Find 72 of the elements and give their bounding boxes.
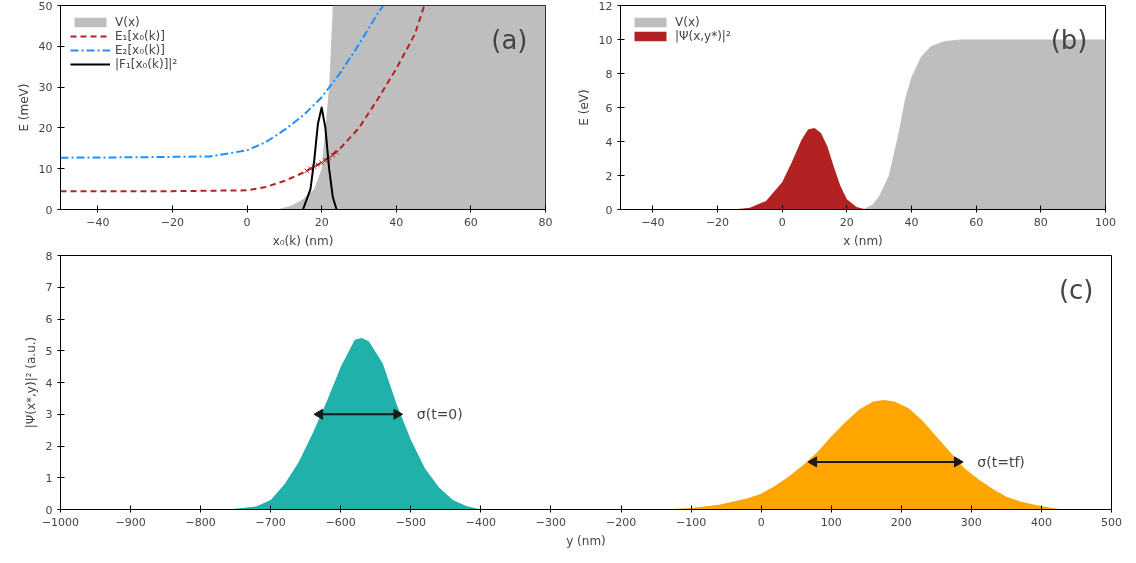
- annotation: σ(t=tf): [977, 453, 1025, 470]
- y-tick-label: 8: [45, 249, 53, 263]
- annotation: σ(t=0): [416, 406, 463, 423]
- x-tick-label: −300: [535, 515, 567, 529]
- y-tick-label: 0: [45, 203, 53, 217]
- y-tick-label: 10: [38, 162, 53, 176]
- y-tick-label: 2: [605, 169, 613, 183]
- y-tick-label: 30: [38, 81, 53, 95]
- x-tick-label: 100: [1095, 215, 1116, 229]
- legend-label: V(x): [115, 15, 140, 29]
- y-tick-label: 0: [45, 503, 53, 517]
- y-tick-label: 50: [38, 0, 53, 13]
- legend-label: E₂[x₀(k)]: [115, 43, 165, 57]
- y-tick-label: 6: [605, 101, 613, 115]
- x-tick-label: −20: [160, 215, 185, 229]
- legend-label: V(x): [675, 15, 700, 29]
- y-tick-label: 8: [605, 67, 613, 81]
- y-tick-label: 1: [45, 471, 53, 485]
- y-tick-label: 20: [38, 121, 53, 135]
- x-tick-label: 0: [778, 215, 786, 229]
- x-axis-title: y (nm): [566, 533, 606, 548]
- y-axis-title: E (eV): [576, 89, 591, 126]
- x-tick-label: 20: [314, 215, 329, 229]
- y-tick-label: 4: [605, 135, 613, 149]
- x-tick-label: −40: [641, 215, 665, 229]
- x-tick-label: 200: [890, 515, 912, 529]
- x-tick-label: −700: [255, 515, 286, 529]
- y-tick-label: 40: [38, 40, 53, 54]
- x-tick-label: 40: [389, 215, 404, 229]
- y-tick-label: 5: [45, 344, 53, 358]
- y-tick-label: 4: [45, 376, 53, 390]
- legend-label: E₁[x₀(k)]: [115, 29, 165, 43]
- legend-label: |F₁[x₀(k)]|²: [115, 57, 178, 71]
- annotation: (a): [491, 24, 528, 55]
- y-tick-label: 6: [45, 313, 53, 326]
- x-tick-label: 0: [757, 515, 765, 529]
- y-tick-label: 12: [598, 0, 613, 13]
- y-tick-label: 0: [605, 203, 613, 217]
- line-series: [60, 5, 385, 159]
- x-tick-label: 20: [839, 215, 854, 229]
- annotation: (b): [1050, 24, 1088, 55]
- x-tick-label: −500: [395, 515, 426, 529]
- x-tick-label: 40: [904, 215, 919, 229]
- x-tick-label: −20: [705, 215, 730, 229]
- x-tick-label: −40: [86, 215, 110, 229]
- x-tick-label: 400: [1030, 515, 1052, 529]
- annotation: (c): [1058, 274, 1094, 305]
- y-tick-label: 7: [45, 281, 53, 295]
- x-tick-label: 60: [463, 215, 478, 229]
- x-tick-label: 80: [538, 215, 553, 229]
- x-tick-label: 60: [969, 215, 984, 229]
- x-tick-label: 500: [1101, 515, 1122, 529]
- x-tick-label: 0: [243, 215, 251, 229]
- y-tick-label: 10: [598, 33, 613, 47]
- y-axis-title: E (meV): [16, 83, 31, 132]
- line-series: [60, 5, 426, 193]
- x-tick-label: 80: [1033, 215, 1048, 229]
- x-axis-title: x₀(k) (nm): [272, 233, 334, 248]
- x-tick-label: 100: [820, 515, 842, 529]
- x-axis-title: x (nm): [843, 233, 883, 248]
- x-tick-label: −1000: [41, 515, 80, 529]
- legend-label: |Ψ(x,y*)|²: [675, 29, 731, 43]
- x-tick-label: −100: [675, 515, 707, 529]
- x-tick-label: 300: [960, 515, 982, 529]
- y-tick-label: 3: [45, 408, 53, 422]
- x-tick-label: −200: [605, 515, 637, 529]
- x-tick-label: −800: [185, 515, 216, 529]
- y-axis-title: |Ψ(x*,y)|² (a.u.): [23, 336, 38, 429]
- y-tick-label: 2: [45, 440, 53, 453]
- x-tick-label: −600: [325, 515, 356, 529]
- x-tick-label: −400: [465, 515, 497, 529]
- x-tick-label: −900: [115, 515, 146, 529]
